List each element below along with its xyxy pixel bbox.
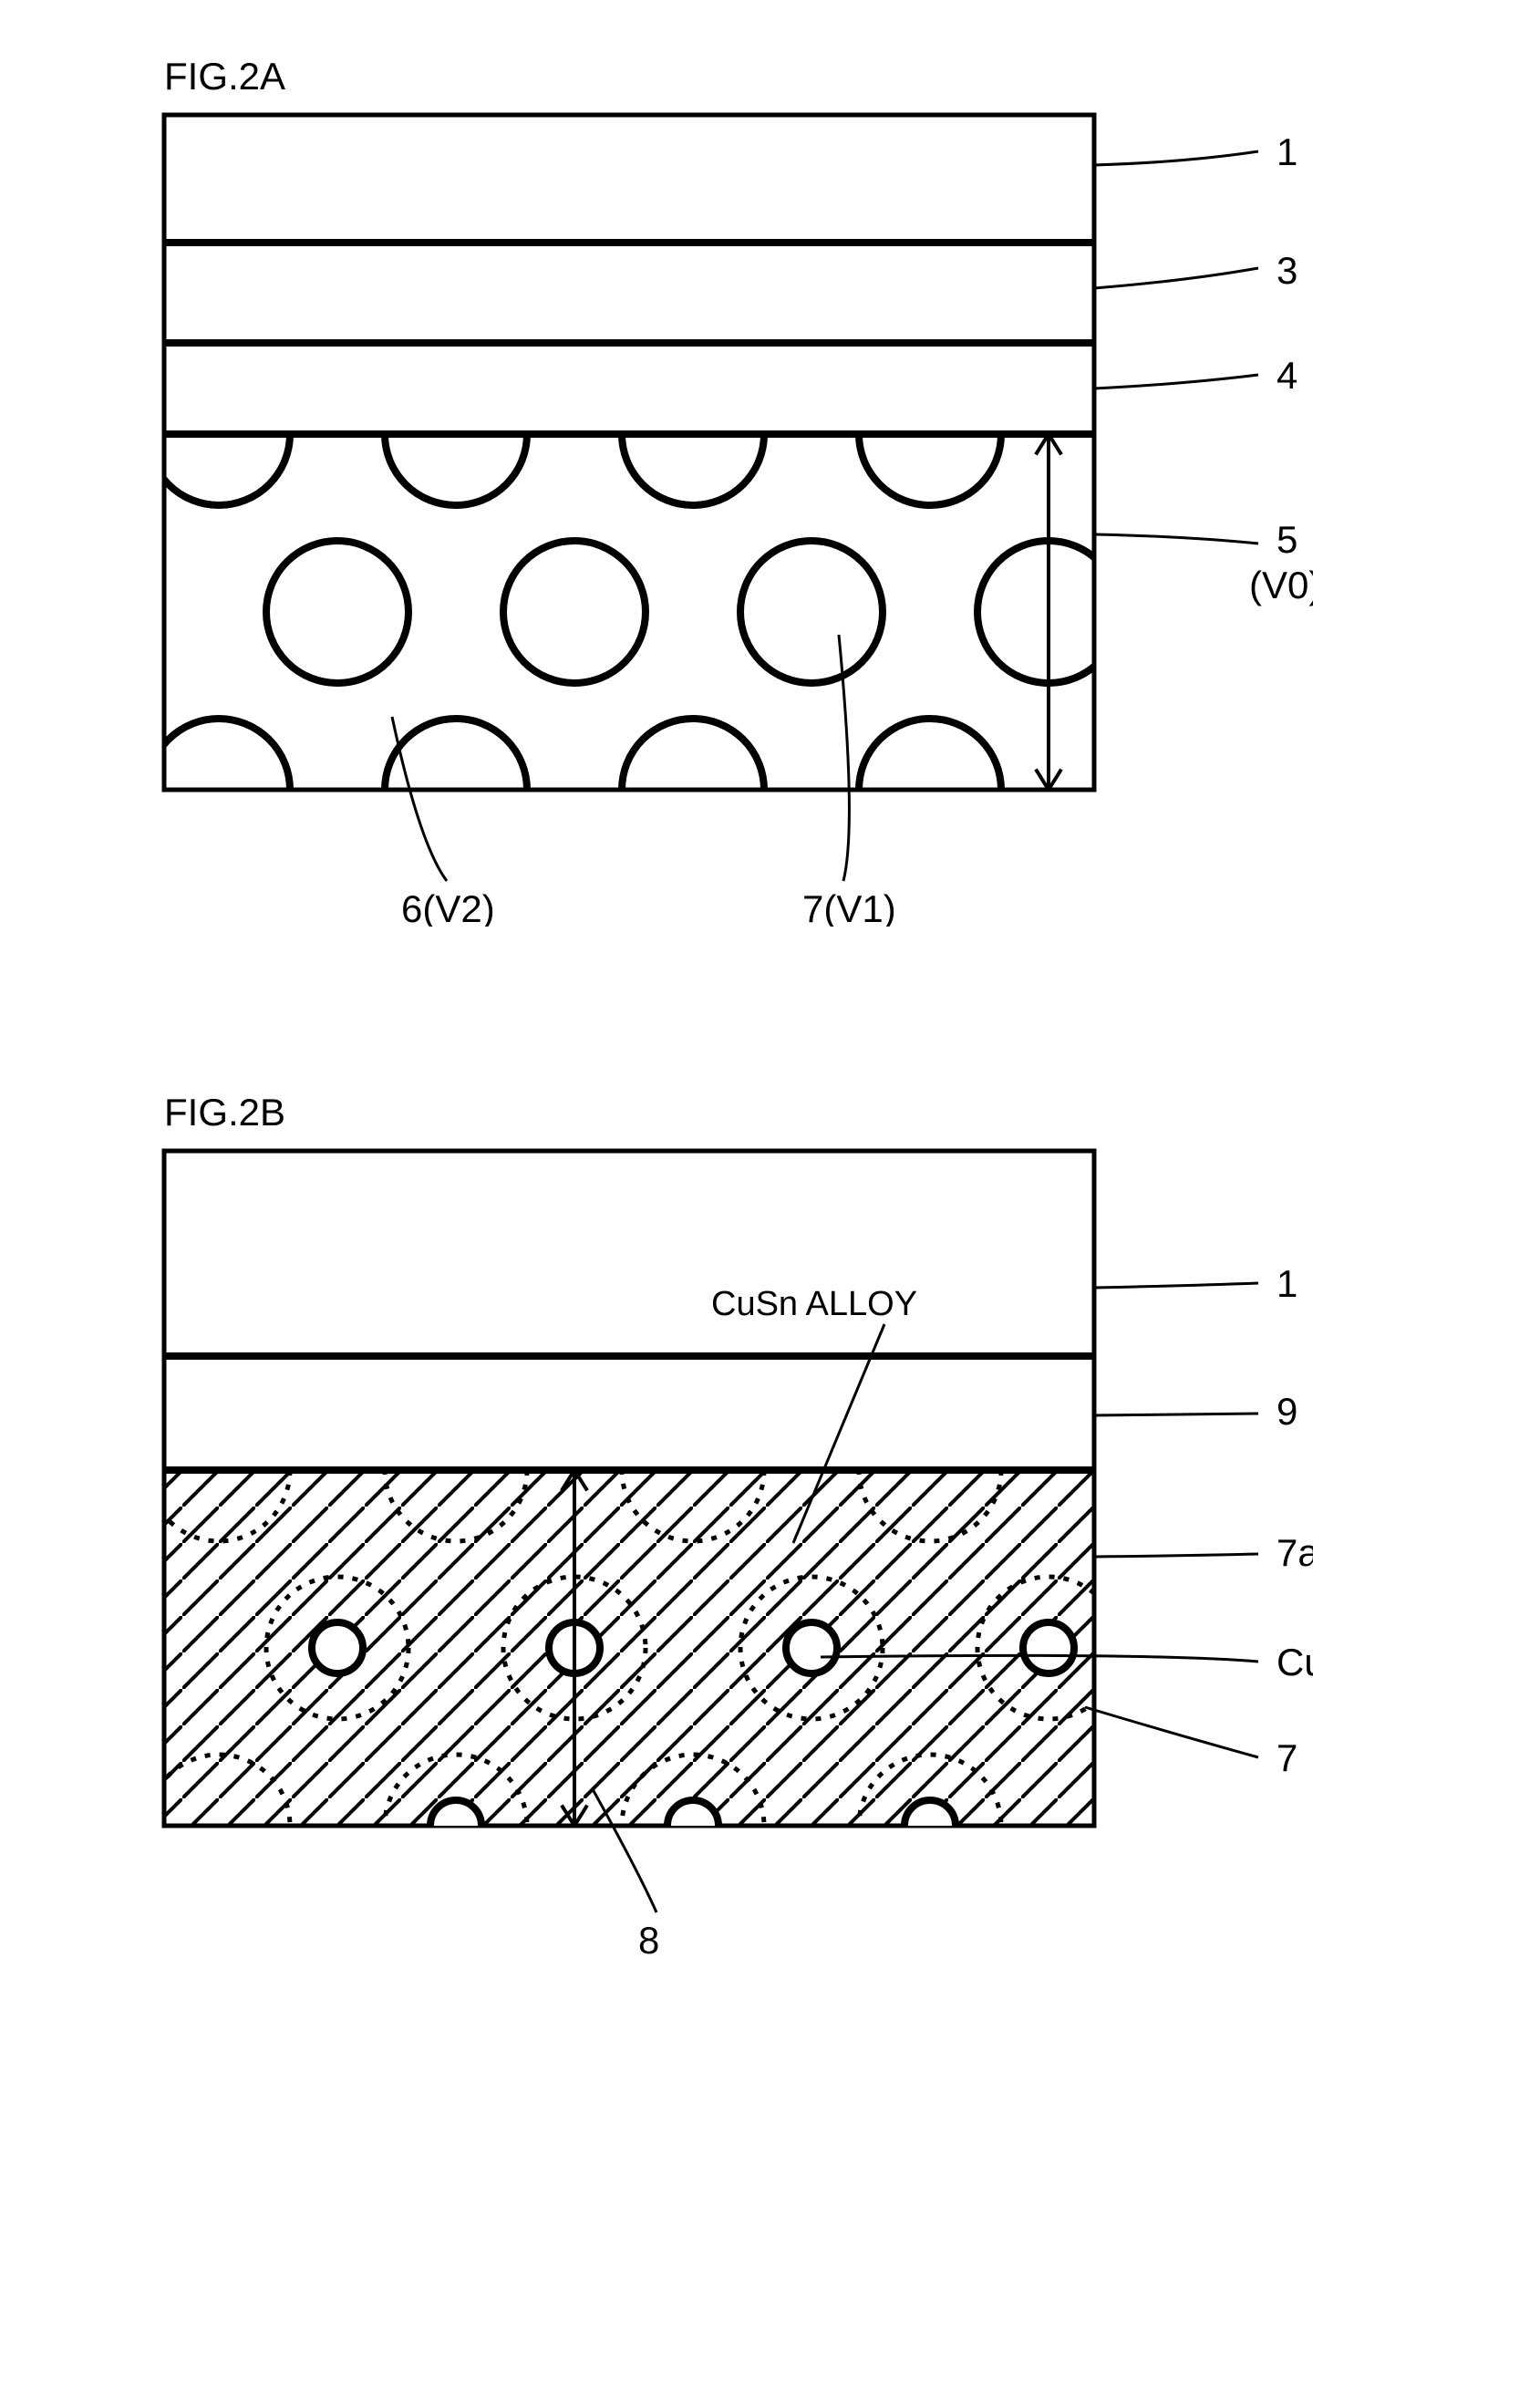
fig2a-svg: 1 3 4 5(V0) 6(V2) 7(V1) <box>36 106 1313 927</box>
svg-text:CuSn ALLOY: CuSn ALLOY <box>711 1285 917 1323</box>
svg-text:5: 5 <box>1276 518 1297 561</box>
svg-text:1: 1 <box>1276 1262 1297 1305</box>
fig2b-svg: 1 9 CuSn ALLOY 7a Cu 7 8 <box>36 1142 1313 1981</box>
svg-text:(V0): (V0) <box>1249 564 1313 606</box>
figure-2b: FIG.2B 1 9 CuSn ALLOY 7a Cu 7 8 <box>36 1091 1504 1981</box>
svg-text:3: 3 <box>1276 249 1297 292</box>
svg-text:4: 4 <box>1276 354 1297 397</box>
fig2a-label: FIG.2A <box>164 55 1504 98</box>
figure-2a: FIG.2A 1 3 4 5(V0) 6(V2) 7(V1) <box>36 55 1504 927</box>
svg-text:7: 7 <box>1276 1736 1297 1779</box>
svg-text:7a: 7a <box>1276 1531 1313 1574</box>
svg-text:7(V1): 7(V1) <box>802 887 896 927</box>
svg-text:9: 9 <box>1276 1390 1297 1433</box>
svg-text:1: 1 <box>1276 130 1297 173</box>
svg-text:6(V2): 6(V2) <box>401 887 495 927</box>
fig2a-diagram: 1 3 4 5(V0) 6(V2) 7(V1) <box>36 106 1504 927</box>
fig2b-diagram: 1 9 CuSn ALLOY 7a Cu 7 8 <box>36 1142 1504 1981</box>
fig2b-label: FIG.2B <box>164 1091 1504 1134</box>
svg-text:Cu: Cu <box>1276 1641 1313 1683</box>
svg-text:8: 8 <box>638 1919 659 1962</box>
